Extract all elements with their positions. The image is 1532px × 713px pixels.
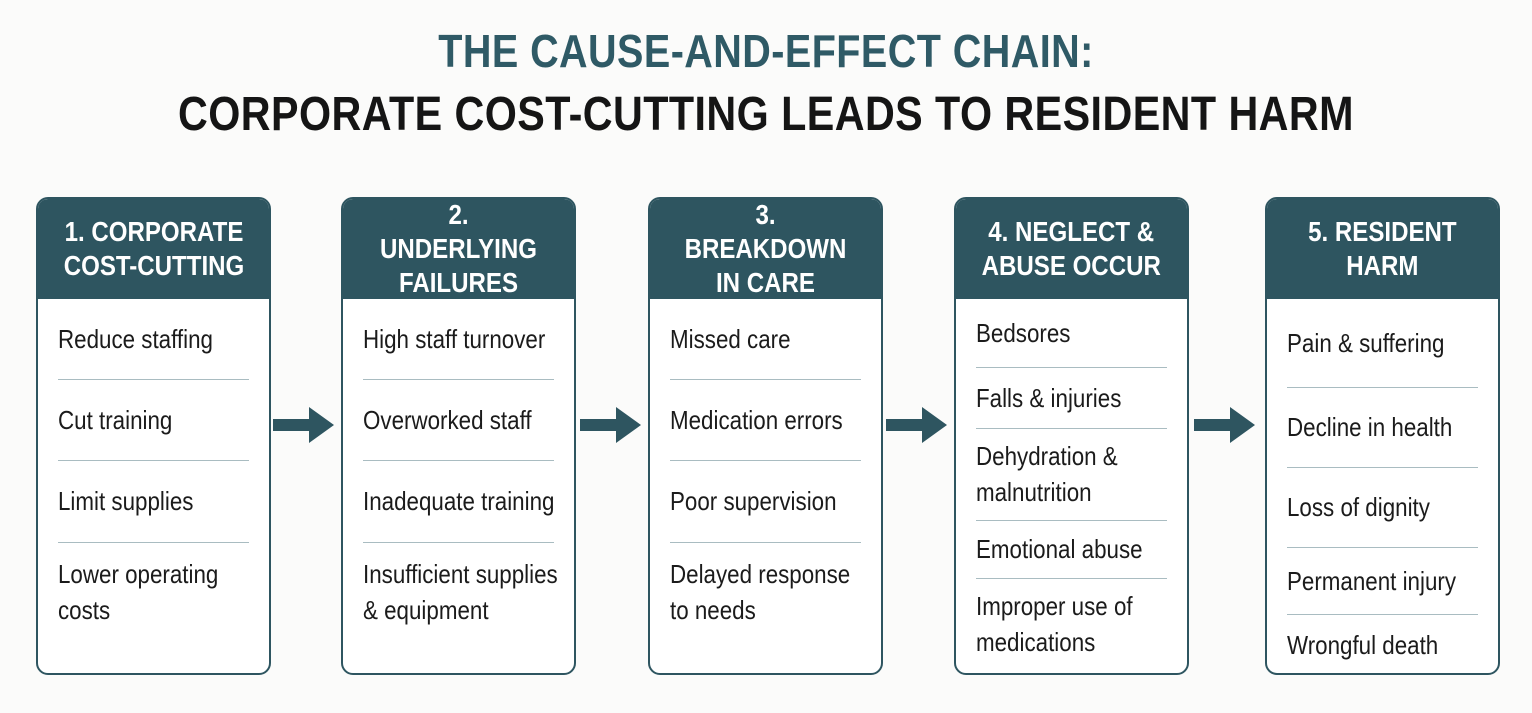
stage-1-items: Reduce staffing Cut training Limit supplie… [38, 299, 269, 673]
stage-3-box: 3. BREAKDOWN IN CARE Missed care Medication… [648, 197, 883, 675]
stage-3-header: 3. BREAKDOWN IN CARE [650, 199, 881, 299]
arrow-right-icon [273, 407, 334, 443]
stage-3-item: Poor supervision [670, 460, 861, 543]
stage-4-item: Dehydration & malnutrition [976, 428, 1167, 521]
stage-4-items: Bedsores Falls & injuries Dehydration & mal… [956, 299, 1187, 673]
stage-4-box: 4. NEGLECT & ABUSE OCCUR Bedsores Falls & i… [954, 197, 1189, 675]
arrow-right-icon [1194, 407, 1255, 443]
stage-5-header: 5. RESIDENT HARM [1267, 199, 1498, 299]
stage-3-item: Missed care [670, 299, 861, 380]
stage-1-header: 1. CORPORATE COST-CUTTING [38, 199, 269, 299]
stage-5-item: Pain & suffering [1287, 299, 1478, 388]
arrow-right-icon [580, 407, 641, 443]
stage-5-box: 5. RESIDENT HARM Pain & suffering Decline i… [1265, 197, 1500, 675]
stage-5-item: Permanent injury [1287, 547, 1478, 615]
stage-5-item: Wrongful death [1287, 629, 1439, 660]
stage-4-item: Emotional abuse [976, 520, 1167, 579]
stage-2-item: High staff turnover [363, 299, 554, 380]
stage-4-item: Bedsores [976, 299, 1167, 368]
stage-4-item: Falls & injuries [976, 367, 1167, 429]
stage-2-box: 2. UNDERLYING FAILURES High staff turnover… [341, 197, 576, 675]
stage-4-item: Improper use of medications [976, 591, 1133, 657]
diagram-title-line-1: THE CAUSE-AND-EFFECT CHAIN: [438, 25, 1094, 77]
stage-2-item: Inadequate training [363, 460, 554, 543]
stage-2-items: High staff turnover Overworked staff Inade… [343, 299, 574, 673]
stage-3-items: Missed care Medication errors Poor supervi… [650, 299, 881, 673]
stage-1-box: 1. CORPORATE COST-CUTTING Reduce staffing C… [36, 197, 271, 675]
stage-5-item: Loss of dignity [1287, 467, 1478, 548]
diagram-title-line-2: CORPORATE COST-CUTTING LEADS TO RESIDENT… [178, 88, 1354, 141]
stage-3-item: Delayed response to needs [670, 558, 851, 625]
stage-4-header: 4. NEGLECT & ABUSE OCCUR [956, 199, 1187, 299]
arrow-right-icon [886, 407, 947, 443]
stage-1-item: Limit supplies [58, 460, 249, 543]
stage-2-header: 2. UNDERLYING FAILURES [343, 199, 574, 299]
stage-1-item: Lower operating costs [58, 558, 219, 625]
stage-5-items: Pain & suffering Decline in health Loss of… [1267, 299, 1498, 673]
stage-2-item: Insufficient supplies & equipment [363, 558, 558, 625]
stage-2-item: Overworked staff [363, 379, 554, 461]
stage-1-item: Cut training [58, 379, 249, 461]
stage-1-item: Reduce staffing [58, 299, 249, 380]
stage-3-item: Medication errors [670, 379, 861, 461]
stage-5-item: Decline in health [1287, 387, 1478, 468]
